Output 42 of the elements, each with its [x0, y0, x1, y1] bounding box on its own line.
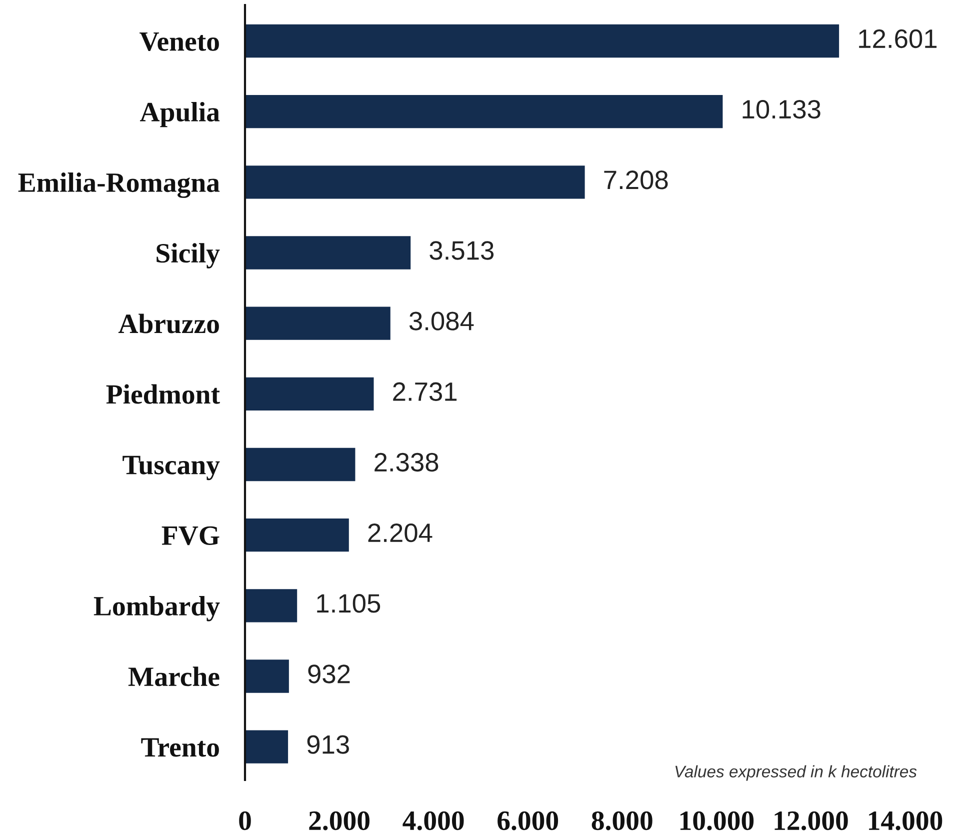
- y-tick-label: Sicily: [156, 243, 220, 268]
- bar: [245, 660, 289, 693]
- y-tick-label: Piedmont: [106, 384, 220, 404]
- bar: [245, 518, 349, 552]
- x-tick-label: 6.000: [498, 811, 558, 830]
- bar: [245, 94, 723, 128]
- data-label: 2.204: [368, 523, 432, 542]
- data-label: 2.338: [374, 452, 438, 472]
- bar: [245, 236, 411, 270]
- bar: [245, 448, 356, 482]
- y-tick-label: Tuscany: [122, 456, 220, 480]
- data-label: 1.105: [317, 594, 380, 613]
- x-tick-label: 8.000: [592, 811, 652, 830]
- y-tick-label: Trento: [141, 738, 219, 757]
- bar: [245, 377, 374, 410]
- y-tick-label: Veneto: [140, 32, 219, 52]
- y-tick-label: Emilia-Romagna: [18, 172, 220, 198]
- data-label: 10.133: [742, 100, 820, 119]
- data-label: 3.513: [430, 241, 494, 260]
- x-tick-label: 2.000: [309, 811, 370, 830]
- y-tick-label: Abruzzo: [118, 314, 219, 334]
- x-tick-label: 0: [239, 811, 251, 830]
- bar: [245, 24, 840, 58]
- y-tick-label: Apulia: [140, 102, 220, 128]
- y-tick-label: Lombardy: [94, 596, 220, 622]
- annotation: Values expressed in k hectolitres: [675, 765, 917, 781]
- x-tick-label: 14.000: [869, 811, 942, 830]
- x-tick-label: 10.000: [680, 811, 754, 830]
- y-tick-label: Marche: [128, 666, 220, 686]
- x-tick-label: 4.000: [402, 811, 464, 830]
- bar: [245, 306, 390, 340]
- data-label: 913: [307, 735, 349, 754]
- data-label: 12.601: [859, 29, 937, 48]
- x-tick-label: 12.000: [774, 811, 848, 830]
- bar: [245, 730, 288, 764]
- bar: [245, 589, 298, 622]
- y-tick-label: FVG: [162, 526, 220, 546]
- data-label: 7.208: [604, 170, 668, 190]
- bar: [245, 166, 585, 199]
- data-label: 3.084: [409, 312, 474, 330]
- data-label: 2.731: [393, 382, 457, 401]
- data-label: 932: [308, 664, 350, 684]
